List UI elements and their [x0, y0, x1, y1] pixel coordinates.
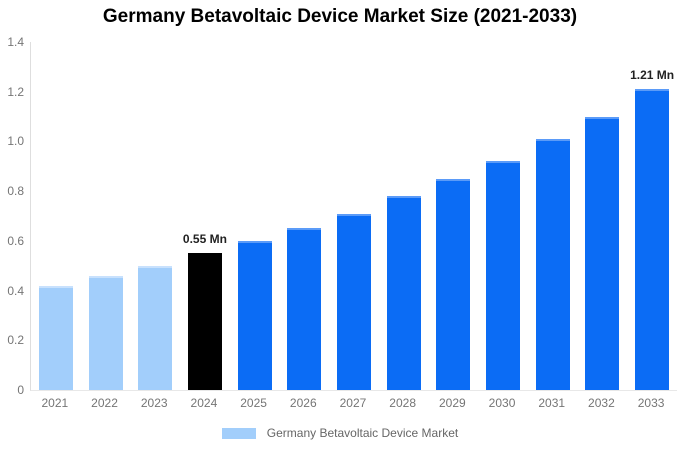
bar-2022 [88, 275, 123, 390]
x-tick-label-2026: 2026 [289, 396, 317, 410]
bar-slot-2022 [81, 42, 131, 390]
bar-slot-2033: 1.21 Mn [627, 42, 677, 390]
plot-area: 0.55 Mn 1.21 Mn [30, 42, 677, 391]
bar-slot-2032 [578, 42, 628, 390]
bar-slot-2031 [528, 42, 578, 390]
bar-slot-2027 [329, 42, 379, 390]
y-tick-label: 0.2 [7, 333, 24, 348]
bar-slot-2026 [279, 42, 329, 390]
bar-value-label-2033: 1.21 Mn [630, 68, 675, 83]
bar-slot-2025 [230, 42, 280, 390]
x-tick-label-2031: 2031 [538, 396, 566, 410]
bar-2021 [38, 285, 73, 390]
legend-swatch-icon [221, 427, 256, 439]
x-tick-label-2025: 2025 [240, 396, 267, 410]
bar-2025 [237, 240, 272, 390]
x-tick-label-2030: 2030 [488, 396, 516, 410]
bar-2029 [436, 178, 471, 390]
bar-slot-2021 [31, 42, 81, 390]
bar-slot-2030 [478, 42, 528, 390]
x-tick-label-2024: 2024 [190, 396, 218, 410]
bar-2032 [585, 116, 620, 390]
bar-2023 [138, 265, 173, 390]
bar-2026 [287, 228, 322, 390]
x-tick-label-2029: 2029 [438, 396, 466, 410]
y-tick-label: 0.6 [7, 233, 24, 248]
y-tick-label: 1.2 [7, 84, 24, 99]
x-tick-label-2023: 2023 [140, 396, 168, 410]
bar-slot-2029 [429, 42, 479, 390]
bar-2027 [336, 213, 371, 390]
bar-value-label-2024: 0.55 Mn [182, 232, 227, 247]
y-tick-label: 1.4 [7, 35, 24, 49]
bar-2033 [635, 89, 670, 390]
x-tick-label-2033: 2033 [637, 396, 665, 410]
bar-2031 [535, 138, 570, 390]
y-tick-label: 0.8 [7, 184, 24, 199]
x-tick-label-2027: 2027 [339, 396, 367, 410]
bar-slot-2028 [379, 42, 429, 390]
x-axis-labels: 2021 2022 2023 2024 2025 2026 2027 2028 2029 2030… [30, 396, 676, 410]
bar-2028 [386, 196, 421, 390]
y-tick-label: 0.4 [7, 283, 24, 298]
y-tick-label: 1.0 [7, 134, 24, 149]
bar-slot-2024: 0.55 Mn [180, 42, 230, 390]
y-tick-label: 0 [17, 383, 24, 397]
chart-title: Germany Betavoltaic Device Market Size (… [102, 6, 578, 27]
legend-label: Germany Betavoltaic Device Market [266, 426, 459, 440]
x-tick-label-2021: 2021 [41, 396, 69, 410]
x-tick-label-2022: 2022 [91, 396, 118, 410]
legend: Germany Betavoltaic Device Market [0, 426, 680, 440]
bar-2024 [187, 253, 222, 390]
bar-2030 [486, 161, 521, 390]
x-tick-label-2032: 2032 [588, 396, 615, 410]
bar-slot-2023 [130, 42, 180, 390]
x-tick-label-2028: 2028 [389, 396, 416, 410]
